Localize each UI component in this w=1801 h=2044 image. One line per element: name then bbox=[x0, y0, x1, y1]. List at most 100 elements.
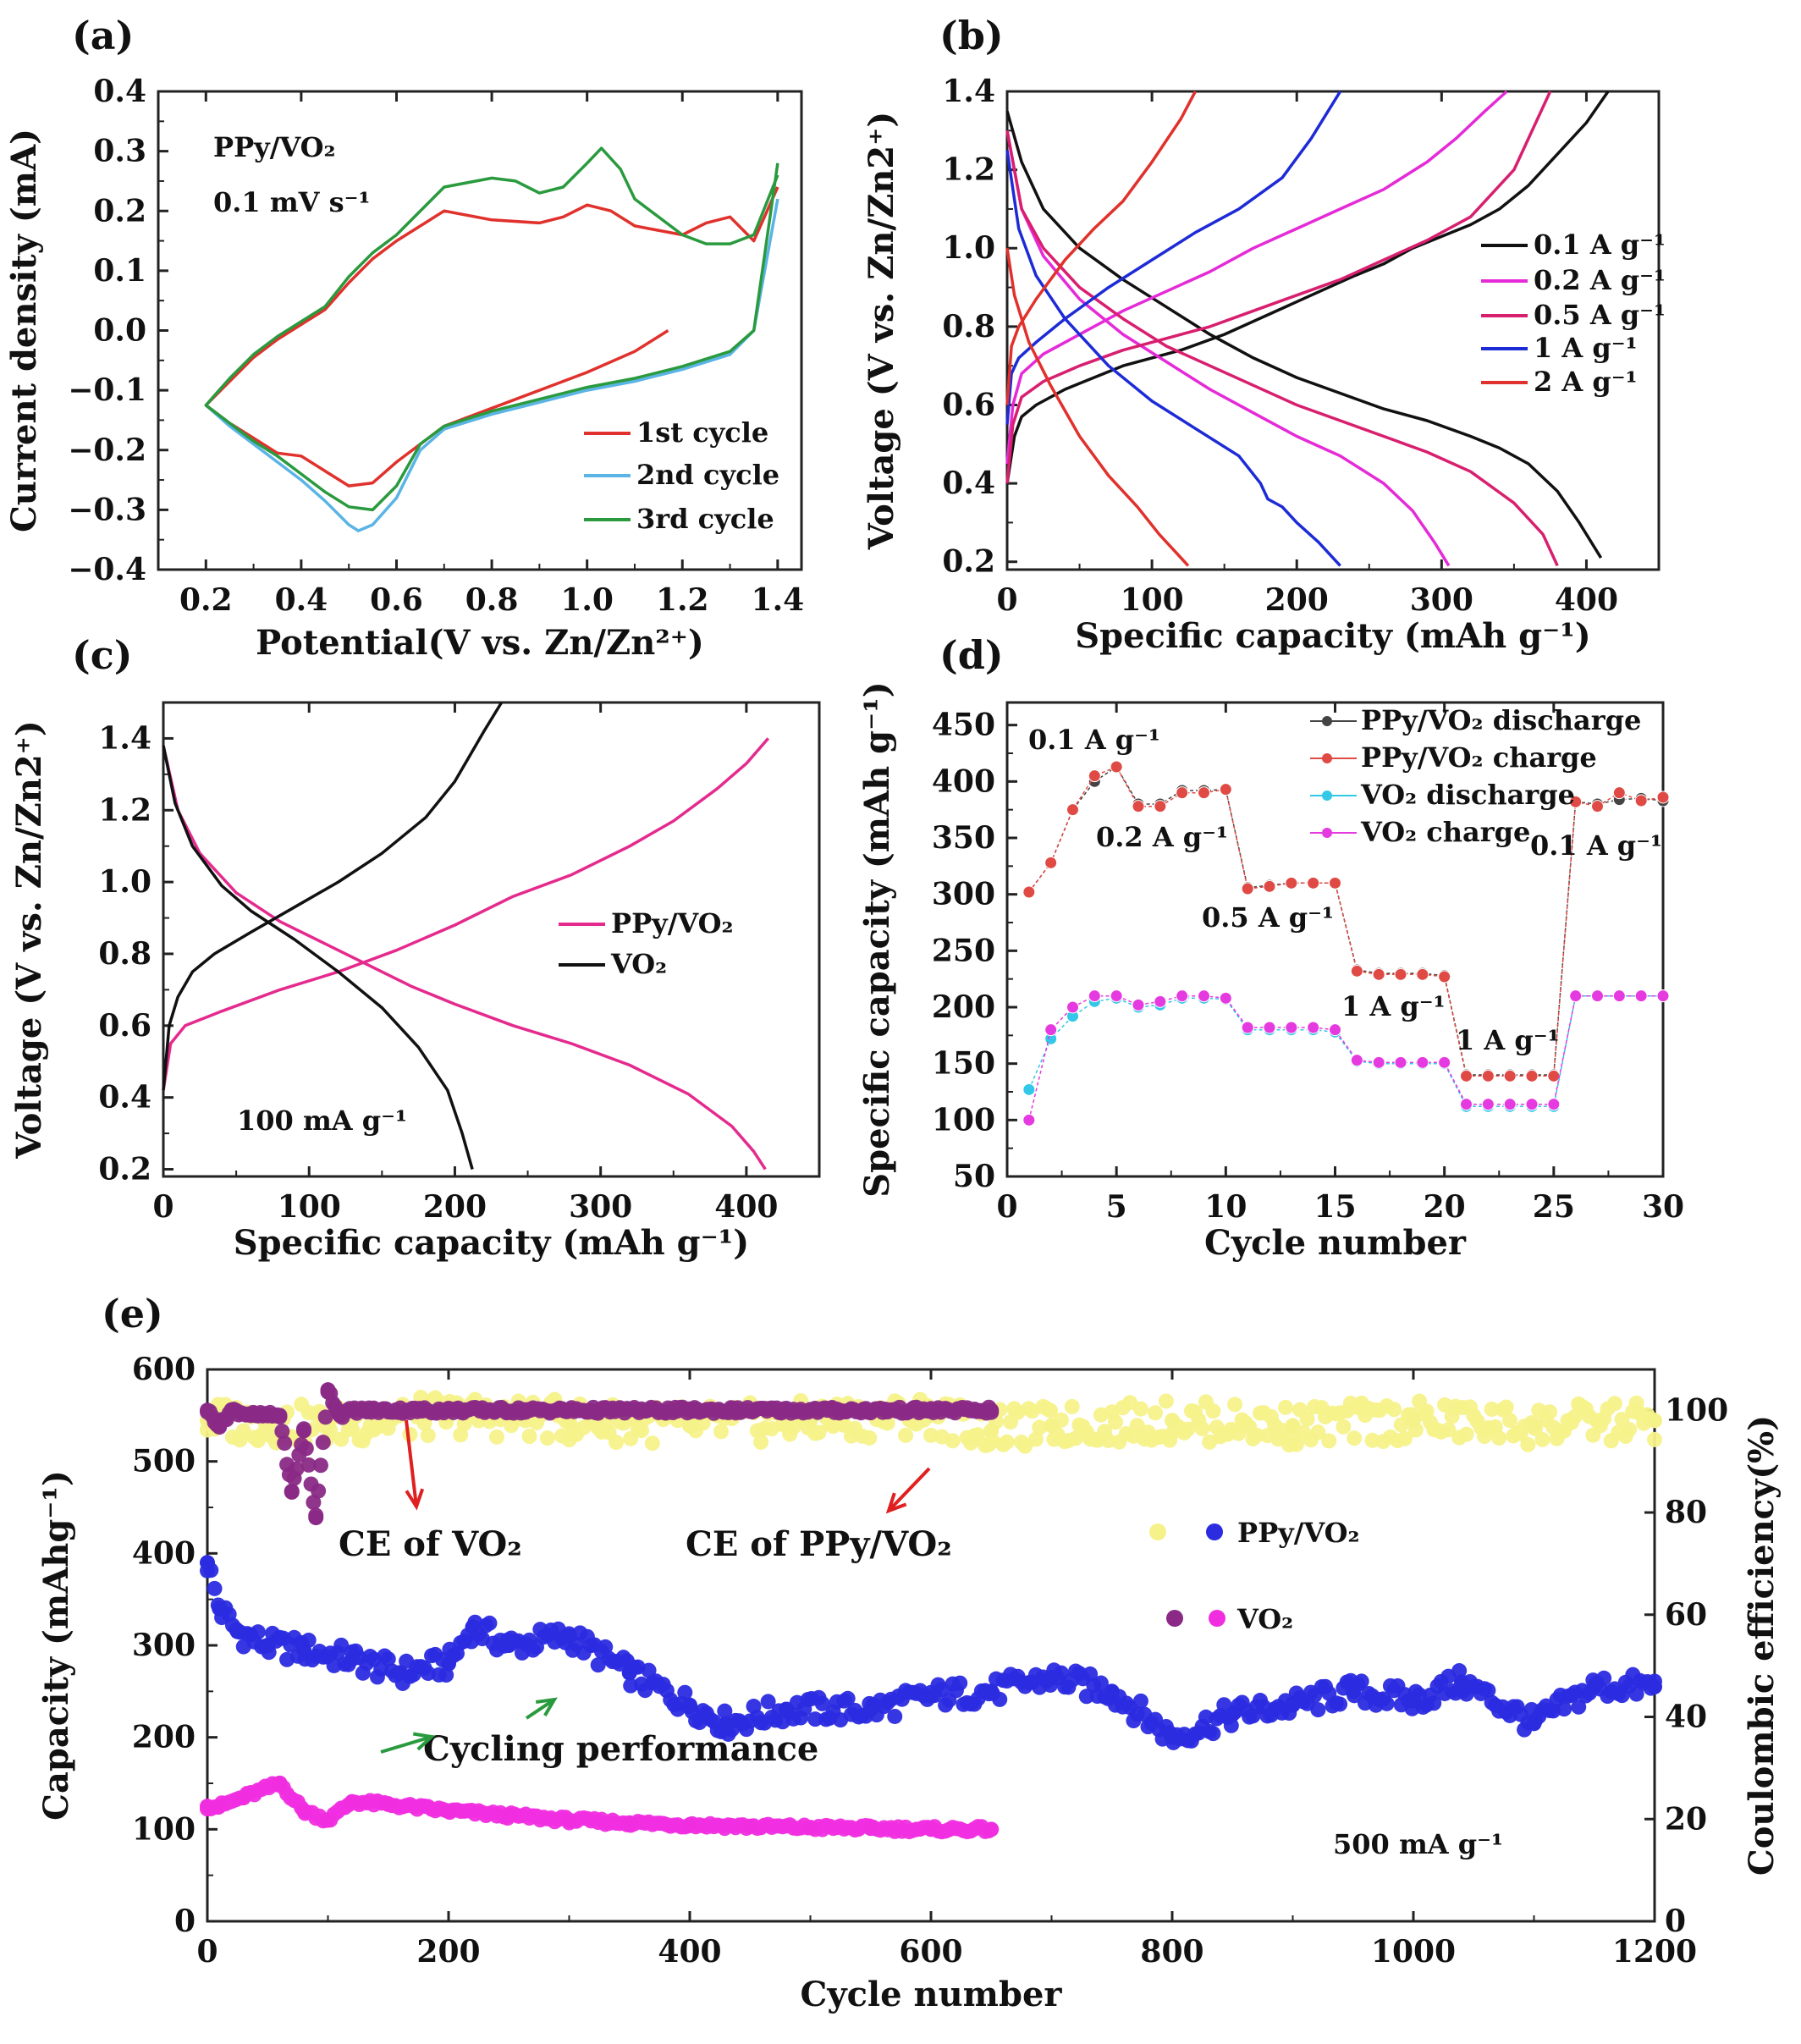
data-point bbox=[320, 1382, 336, 1398]
y-axis-label: Specific capacity (mAh g⁻¹) bbox=[857, 681, 897, 1197]
cycling-arrow-1-head bbox=[535, 1697, 558, 1716]
data-point bbox=[682, 1402, 697, 1419]
data-point bbox=[1503, 1098, 1517, 1111]
data-point bbox=[277, 1435, 293, 1452]
data-point bbox=[1088, 769, 1101, 783]
rate-annotation: 1 A g⁻¹ bbox=[1341, 990, 1446, 1022]
y2-tick-label: 20 bbox=[1665, 1801, 1707, 1837]
data-point bbox=[983, 1402, 1000, 1419]
data-point bbox=[1397, 1430, 1413, 1446]
data-point bbox=[296, 1642, 311, 1658]
data-point bbox=[1542, 1404, 1558, 1420]
data-point bbox=[308, 1510, 324, 1526]
data-point bbox=[717, 1703, 733, 1719]
data-point bbox=[311, 1483, 327, 1499]
data-point bbox=[682, 1816, 697, 1832]
x-tick-label: 30 bbox=[1642, 1189, 1684, 1225]
data-point bbox=[1241, 882, 1254, 895]
x-tick-label: 0 bbox=[996, 582, 1017, 618]
data-point bbox=[1176, 786, 1189, 800]
data-point bbox=[1307, 1021, 1320, 1034]
x-tick-label: 400 bbox=[714, 1189, 778, 1225]
data-point bbox=[344, 1793, 360, 1810]
data-point bbox=[1285, 1021, 1298, 1034]
data-point bbox=[621, 1815, 637, 1831]
data-point bbox=[1386, 1402, 1402, 1418]
data-point bbox=[1205, 1403, 1221, 1419]
data-point bbox=[1064, 1398, 1080, 1414]
ce-ppy-vo2-arrow bbox=[887, 1467, 931, 1512]
x-tick-label: 1.0 bbox=[560, 582, 614, 618]
discharge-curve-2 bbox=[162, 745, 474, 1170]
data-point bbox=[1372, 1055, 1385, 1069]
y-tick-label: 100 bbox=[132, 1811, 196, 1847]
data-point bbox=[229, 1623, 245, 1639]
data-point bbox=[1460, 1098, 1473, 1111]
panel-c-frame bbox=[162, 701, 821, 1178]
data-point bbox=[644, 1435, 660, 1452]
data-point bbox=[501, 1808, 517, 1824]
data-point bbox=[1416, 1055, 1429, 1069]
data-point bbox=[1093, 1675, 1109, 1691]
data-point bbox=[1176, 989, 1189, 1003]
data-point bbox=[1205, 1726, 1221, 1742]
data-point bbox=[1194, 1420, 1210, 1436]
ce-vo2-arrow-head bbox=[405, 1488, 425, 1511]
x-tick-label: 1000 bbox=[1371, 1934, 1456, 1970]
y-tick-label: 350 bbox=[932, 820, 995, 856]
legend-entry: 0.2 A g⁻¹ bbox=[1534, 264, 1666, 296]
data-point bbox=[923, 1688, 939, 1704]
data-point bbox=[682, 1697, 697, 1713]
y-tick-label: 600 bbox=[132, 1352, 196, 1387]
data-point bbox=[1547, 1098, 1561, 1111]
data-point bbox=[1132, 1401, 1148, 1417]
x-axis-label: Cycle number bbox=[801, 1975, 1063, 2014]
y-tick-label: 450 bbox=[932, 708, 995, 743]
x-tick-label: 0.8 bbox=[465, 582, 519, 618]
data-point bbox=[235, 1423, 251, 1439]
data-point bbox=[1406, 1413, 1421, 1429]
data-point bbox=[898, 1427, 914, 1443]
y-tick-label: 400 bbox=[932, 763, 995, 799]
data-point bbox=[1022, 885, 1036, 899]
y-tick-label: 0.6 bbox=[942, 387, 995, 422]
data-point bbox=[1022, 1113, 1036, 1127]
data-point bbox=[1263, 879, 1276, 893]
data-point bbox=[1502, 1413, 1517, 1429]
data-point bbox=[1110, 989, 1123, 1003]
panel-label: (b) bbox=[939, 13, 1004, 58]
data-point bbox=[344, 1402, 360, 1419]
data-point bbox=[274, 1424, 290, 1440]
data-point bbox=[1044, 856, 1058, 869]
data-point bbox=[380, 1796, 396, 1812]
y-tick-label: 0.4 bbox=[93, 74, 146, 109]
y-tick-label: 0.2 bbox=[942, 544, 995, 580]
legend-swatch-vo2 bbox=[1209, 1610, 1225, 1627]
y-tick-label: 50 bbox=[953, 1159, 995, 1194]
data-point bbox=[1088, 989, 1101, 1003]
y-tick-label: 1.2 bbox=[942, 152, 995, 188]
data-point bbox=[952, 1675, 968, 1691]
data-point bbox=[1154, 994, 1167, 1008]
data-point bbox=[1525, 1069, 1539, 1083]
charge-curve-2 bbox=[162, 702, 504, 1091]
data-point bbox=[250, 1624, 266, 1640]
data-point bbox=[1241, 1021, 1254, 1034]
data-point bbox=[248, 1408, 263, 1424]
data-point bbox=[1569, 989, 1583, 1003]
data-point bbox=[983, 1423, 1000, 1439]
data-point bbox=[521, 1429, 537, 1445]
data-point bbox=[1078, 1689, 1094, 1705]
data-point bbox=[779, 1702, 794, 1718]
cycling-arrow-1 bbox=[525, 1698, 556, 1720]
data-point bbox=[1379, 1695, 1395, 1711]
data-point bbox=[298, 1441, 314, 1457]
data-point bbox=[887, 1708, 903, 1724]
cv-curve-3 bbox=[204, 146, 779, 512]
data-point bbox=[1547, 1069, 1561, 1083]
y-tick-label: 0.2 bbox=[93, 193, 146, 229]
data-point bbox=[332, 1408, 348, 1424]
data-point bbox=[482, 1615, 498, 1631]
data-point bbox=[1345, 1683, 1361, 1700]
x-tick-label: 200 bbox=[416, 1934, 480, 1970]
